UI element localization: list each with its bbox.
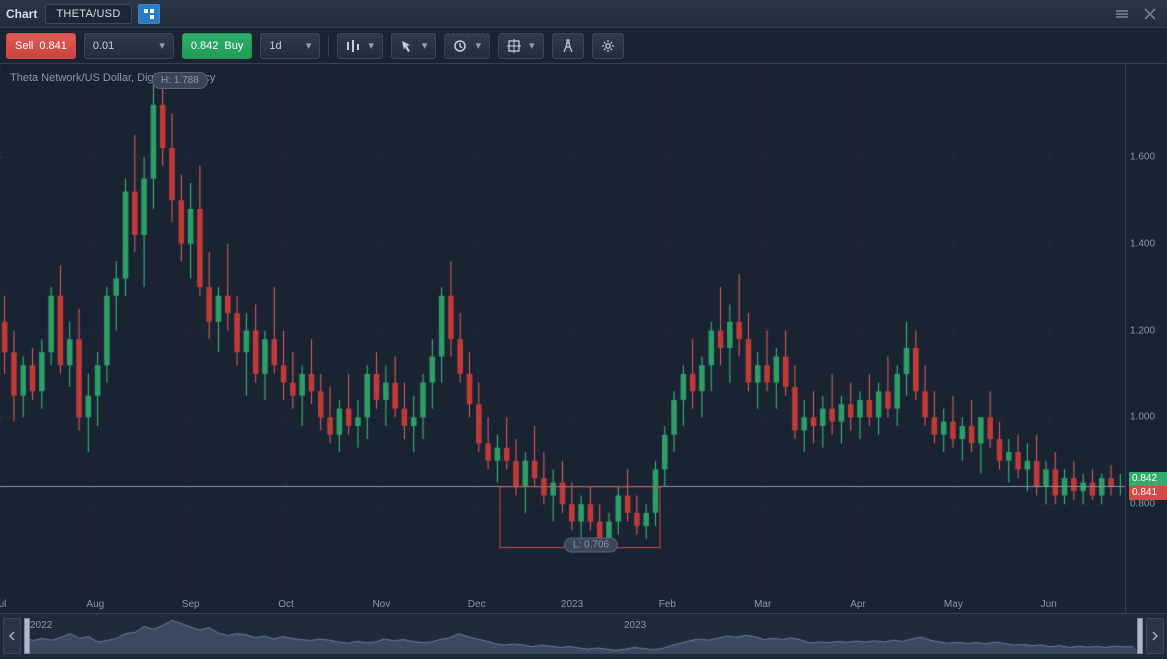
- x-tick: Jul: [0, 599, 6, 610]
- x-tick: Jun: [1041, 599, 1057, 610]
- qty-select[interactable]: 0.01 ▾: [84, 33, 174, 59]
- y-tick: 1.400: [1130, 238, 1155, 249]
- nav-right-button[interactable]: [1146, 618, 1164, 654]
- dock-icon[interactable]: [1111, 3, 1133, 25]
- nav-left-button[interactable]: [3, 618, 21, 654]
- nav-handle-right[interactable]: [1137, 618, 1143, 654]
- sell-button[interactable]: Sell 0.841: [6, 33, 76, 59]
- price-tag-ask: 0.842: [1129, 472, 1167, 486]
- cursor-select[interactable]: ▾: [391, 33, 437, 59]
- nav-range-area[interactable]: 2022 2023: [24, 618, 1143, 654]
- x-tick: Sep: [182, 599, 200, 610]
- nav-mini-chart: [24, 618, 1143, 654]
- buy-price: 0.842: [191, 40, 219, 52]
- close-icon[interactable]: [1139, 3, 1161, 25]
- y-tick: 1.000: [1130, 412, 1155, 423]
- x-tick: Apr: [850, 599, 866, 610]
- settings-button[interactable]: [592, 33, 624, 59]
- toolbar: Sell 0.841 0.01 ▾ 0.842 Buy 1d ▾ ▾ ▾ ▾ ▾: [0, 28, 1167, 64]
- caret-down-icon: ▾: [475, 39, 481, 52]
- indicators-button[interactable]: [552, 33, 584, 59]
- y-tick: 1.200: [1130, 325, 1155, 336]
- nav-year-label: 2023: [624, 620, 646, 631]
- candlestick-canvas: [0, 64, 1125, 613]
- caret-down-icon: ▾: [306, 39, 312, 52]
- buy-button[interactable]: 0.842 Buy: [182, 33, 253, 59]
- link-chart-button[interactable]: [138, 4, 160, 24]
- x-tick: Aug: [86, 599, 104, 610]
- price-tag-bid: 0.841: [1129, 486, 1167, 500]
- x-tick: Oct: [278, 599, 294, 610]
- nav-strip[interactable]: 2022 2023: [0, 613, 1167, 657]
- title-bar: Chart THETA/USD: [0, 0, 1167, 28]
- x-tick: May: [944, 599, 963, 610]
- symbol-field[interactable]: THETA/USD: [45, 4, 131, 24]
- window-title: Chart: [6, 7, 37, 21]
- caret-down-icon: ▾: [422, 39, 428, 52]
- y-axis[interactable]: 0.8001.0001.2001.4001.6000.8420.841: [1125, 64, 1167, 613]
- x-tick: Mar: [754, 599, 771, 610]
- caret-down-icon: ▾: [368, 39, 374, 52]
- symbol-text: THETA/USD: [56, 8, 120, 20]
- divider: [328, 35, 329, 57]
- caret-down-icon: ▾: [159, 39, 165, 52]
- interval-value: 1d: [269, 40, 281, 52]
- time-session-select[interactable]: ▾: [444, 33, 490, 59]
- sell-label: Sell: [15, 40, 33, 52]
- high-badge: H: 1.788: [152, 72, 208, 89]
- qty-value: 0.01: [93, 40, 114, 52]
- sell-price: 0.841: [39, 40, 67, 52]
- x-tick: Nov: [372, 599, 390, 610]
- chart-type-select[interactable]: ▾: [337, 33, 383, 59]
- buy-label: Buy: [224, 40, 243, 52]
- interval-select[interactable]: 1d ▾: [260, 33, 320, 59]
- y-tick: 1.600: [1130, 151, 1155, 162]
- low-badge: L: 0.706: [564, 537, 618, 552]
- chart-area[interactable]: Theta Network/US Dollar, Digital Currenc…: [0, 64, 1167, 613]
- drawing-tools-select[interactable]: ▾: [498, 33, 544, 59]
- x-tick: Feb: [659, 599, 676, 610]
- caret-down-icon: ▾: [529, 39, 535, 52]
- nav-year-label: 2022: [30, 620, 52, 631]
- x-tick: Dec: [468, 599, 486, 610]
- x-tick: 2023: [561, 599, 583, 610]
